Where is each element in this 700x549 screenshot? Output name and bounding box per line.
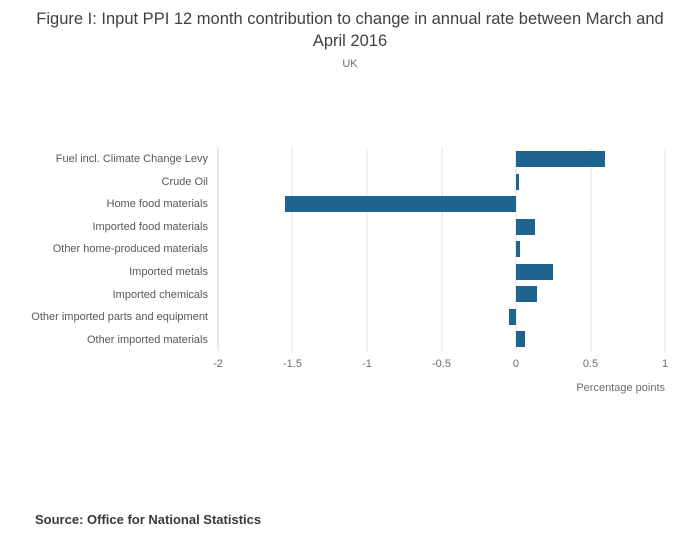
bar: [515, 151, 606, 168]
gridline: [366, 148, 368, 351]
y-axis-label: Other home-produced materials: [52, 243, 208, 256]
plot-area: [217, 148, 666, 351]
y-axis-label: Home food materials: [106, 198, 209, 211]
x-tick-label: 0: [512, 358, 520, 370]
source-note: Source: Office for National Statistics: [35, 512, 262, 527]
x-tick-label: -1: [362, 358, 372, 370]
x-axis-title: Percentage points: [576, 382, 665, 394]
bar: [515, 218, 536, 235]
y-axis-label: Crude Oil: [161, 175, 208, 188]
bar: [508, 308, 516, 325]
y-axis-label: Imported food materials: [92, 220, 208, 233]
y-axis-label: Other imported materials: [86, 333, 208, 346]
bar: [515, 331, 525, 348]
bar: [515, 241, 521, 258]
bar: [515, 286, 537, 303]
chart-subtitle: UK: [342, 58, 358, 70]
y-axis-labels: Fuel incl. Climate Change Levy Crude Oil H…: [0, 148, 208, 351]
x-tick-label: 0.5: [582, 358, 599, 370]
y-axis-label: Imported metals: [129, 266, 208, 279]
y-axis-label: Fuel incl. Climate Change Levy: [55, 153, 208, 166]
x-tick-label: -2: [213, 358, 223, 370]
gridline: [664, 148, 666, 351]
bar: [285, 196, 516, 213]
gridline: [441, 148, 442, 351]
x-tick-label: 1: [661, 358, 669, 370]
gridline: [291, 148, 293, 351]
bar: [515, 263, 554, 280]
y-axis-label: Other imported parts and equipment: [31, 311, 208, 324]
x-tick-label: -1.5: [283, 358, 302, 370]
x-tick-label: -0.5: [432, 358, 451, 370]
y-axis-label: Imported chemicals: [112, 288, 208, 301]
gridline: [590, 148, 591, 351]
gridline: [217, 148, 219, 351]
chart-title: Figure I: Input PPI 12 month contributio…: [36, 10, 664, 51]
x-axis-ticks: -2 -1.5 -1 -0.5 0 0.5 1: [213, 358, 669, 372]
bar: [515, 173, 519, 190]
